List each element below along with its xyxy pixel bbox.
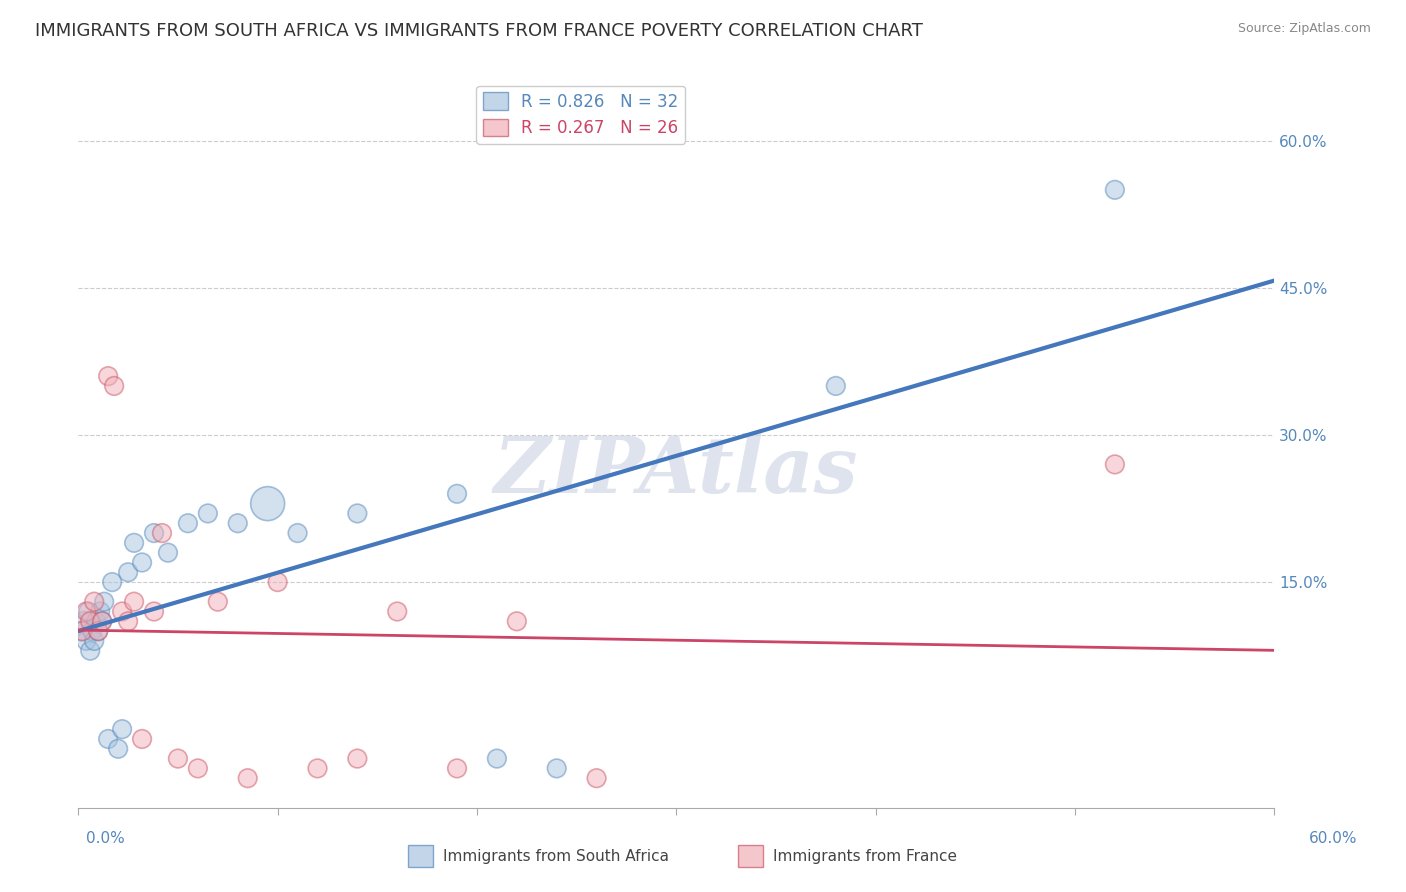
Text: 0.0%: 0.0% bbox=[86, 831, 125, 846]
Point bbox=[75, 634, 97, 648]
Point bbox=[82, 624, 104, 639]
Point bbox=[346, 751, 368, 765]
Point bbox=[1104, 183, 1126, 197]
Point bbox=[97, 731, 120, 746]
Point bbox=[83, 634, 105, 648]
Text: Source: ZipAtlas.com: Source: ZipAtlas.com bbox=[1237, 22, 1371, 36]
Text: ZIPAtlas: ZIPAtlas bbox=[494, 433, 859, 509]
Point bbox=[346, 507, 368, 521]
Point bbox=[83, 595, 105, 609]
Point bbox=[150, 526, 173, 541]
Point bbox=[111, 605, 134, 619]
Legend: R = 0.826   N = 32, R = 0.267   N = 26: R = 0.826 N = 32, R = 0.267 N = 26 bbox=[477, 86, 685, 144]
Point bbox=[84, 615, 107, 629]
Point bbox=[117, 566, 139, 580]
Point bbox=[103, 379, 125, 393]
Point bbox=[117, 615, 139, 629]
Point bbox=[79, 644, 101, 658]
Point bbox=[387, 605, 409, 619]
Text: IMMIGRANTS FROM SOUTH AFRICA VS IMMIGRANTS FROM FRANCE POVERTY CORRELATION CHART: IMMIGRANTS FROM SOUTH AFRICA VS IMMIGRAN… bbox=[35, 22, 922, 40]
Point bbox=[87, 624, 110, 639]
Point bbox=[91, 615, 114, 629]
Point bbox=[266, 575, 288, 590]
Point bbox=[585, 771, 607, 785]
Point bbox=[1104, 458, 1126, 472]
Point bbox=[187, 761, 209, 775]
Point bbox=[111, 722, 134, 736]
Point bbox=[91, 615, 114, 629]
Point bbox=[73, 615, 96, 629]
Point bbox=[75, 605, 97, 619]
Point bbox=[226, 516, 249, 531]
Point bbox=[446, 761, 468, 775]
Point bbox=[485, 751, 508, 765]
Point bbox=[177, 516, 200, 531]
Point bbox=[97, 369, 120, 384]
Point bbox=[824, 379, 846, 393]
Point bbox=[89, 605, 111, 619]
Point bbox=[236, 771, 259, 785]
Text: Immigrants from France: Immigrants from France bbox=[773, 849, 957, 863]
Point bbox=[93, 595, 115, 609]
Point bbox=[256, 497, 278, 511]
Point bbox=[77, 605, 100, 619]
Point bbox=[122, 595, 145, 609]
Point bbox=[446, 487, 468, 501]
Point bbox=[131, 556, 153, 570]
Text: Immigrants from South Africa: Immigrants from South Africa bbox=[443, 849, 669, 863]
Point bbox=[143, 526, 166, 541]
Point bbox=[546, 761, 568, 775]
Point bbox=[307, 761, 329, 775]
Point bbox=[131, 731, 153, 746]
Point bbox=[156, 546, 179, 560]
Text: 60.0%: 60.0% bbox=[1309, 831, 1357, 846]
Point bbox=[72, 624, 94, 639]
Point bbox=[107, 741, 129, 756]
Point bbox=[167, 751, 190, 765]
Point bbox=[143, 605, 166, 619]
Point bbox=[79, 615, 101, 629]
Point bbox=[197, 507, 219, 521]
Point bbox=[506, 615, 529, 629]
Point bbox=[207, 595, 229, 609]
Point bbox=[122, 536, 145, 550]
Point bbox=[287, 526, 309, 541]
Point bbox=[87, 624, 110, 639]
Point bbox=[72, 624, 94, 639]
Point bbox=[101, 575, 124, 590]
